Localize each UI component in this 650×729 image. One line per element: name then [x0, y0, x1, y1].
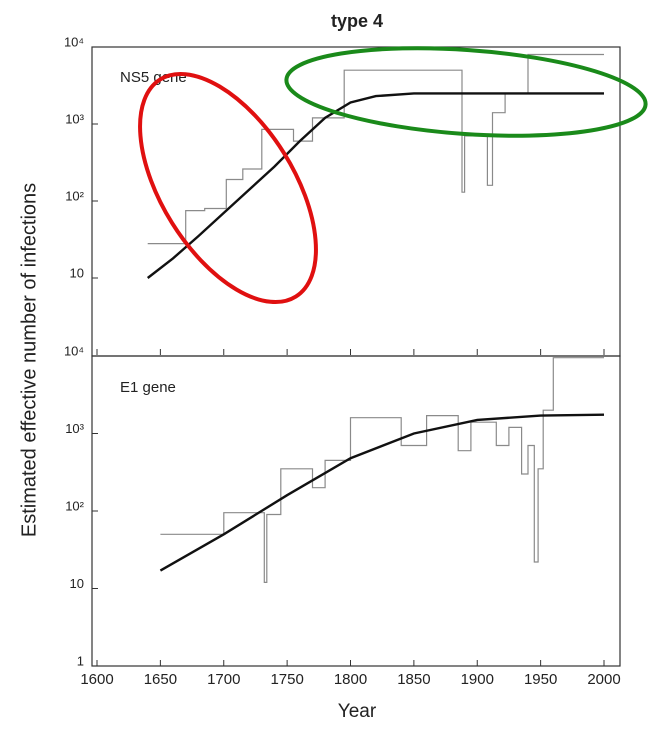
series-line — [160, 357, 604, 583]
series-line — [147, 53, 604, 245]
x-axis-label: Year — [338, 701, 377, 722]
y-tick-label: 10⁴ — [64, 343, 84, 358]
x-tick-label: 1600 — [80, 671, 113, 688]
y-tick-label: 10² — [65, 188, 84, 203]
highlight-ellipse — [138, 71, 318, 305]
x-tick-label: 1750 — [270, 671, 303, 688]
y-tick-label: 1 — [77, 653, 84, 668]
x-tick-label: 2000 — [587, 671, 620, 688]
x-tick-label: 1700 — [207, 671, 240, 688]
series-line — [159, 413, 605, 572]
highlight-ellipse — [284, 46, 648, 138]
y-tick-label: 10 — [70, 265, 84, 280]
y-tick-label: 10³ — [65, 111, 84, 126]
plots: 10⁴ 10³ 10² 10 10⁴ 10³ 10² 10 1 1600 1650 1700 1750 1… — [64, 34, 621, 688]
x-tick-label: 1650 — [144, 671, 177, 688]
chart-title: type 4 — [331, 11, 383, 31]
y-tick-label: 10² — [65, 498, 84, 513]
y-tick-label: 10 — [70, 576, 84, 591]
x-tick-label: 1800 — [334, 671, 367, 688]
x-tick-label: 1900 — [461, 671, 494, 688]
x-tick-label: 1850 — [397, 671, 430, 688]
y-axis-label: Estimated effective number of infections — [18, 183, 40, 537]
y-tick-label: 10⁴ — [64, 34, 84, 49]
x-tick-label: 1950 — [524, 671, 557, 688]
panel-label: E1 gene — [120, 379, 176, 396]
series-line — [146, 92, 604, 279]
bottom-panel-frame — [91, 355, 621, 667]
y-tick-label: 10³ — [65, 421, 84, 436]
